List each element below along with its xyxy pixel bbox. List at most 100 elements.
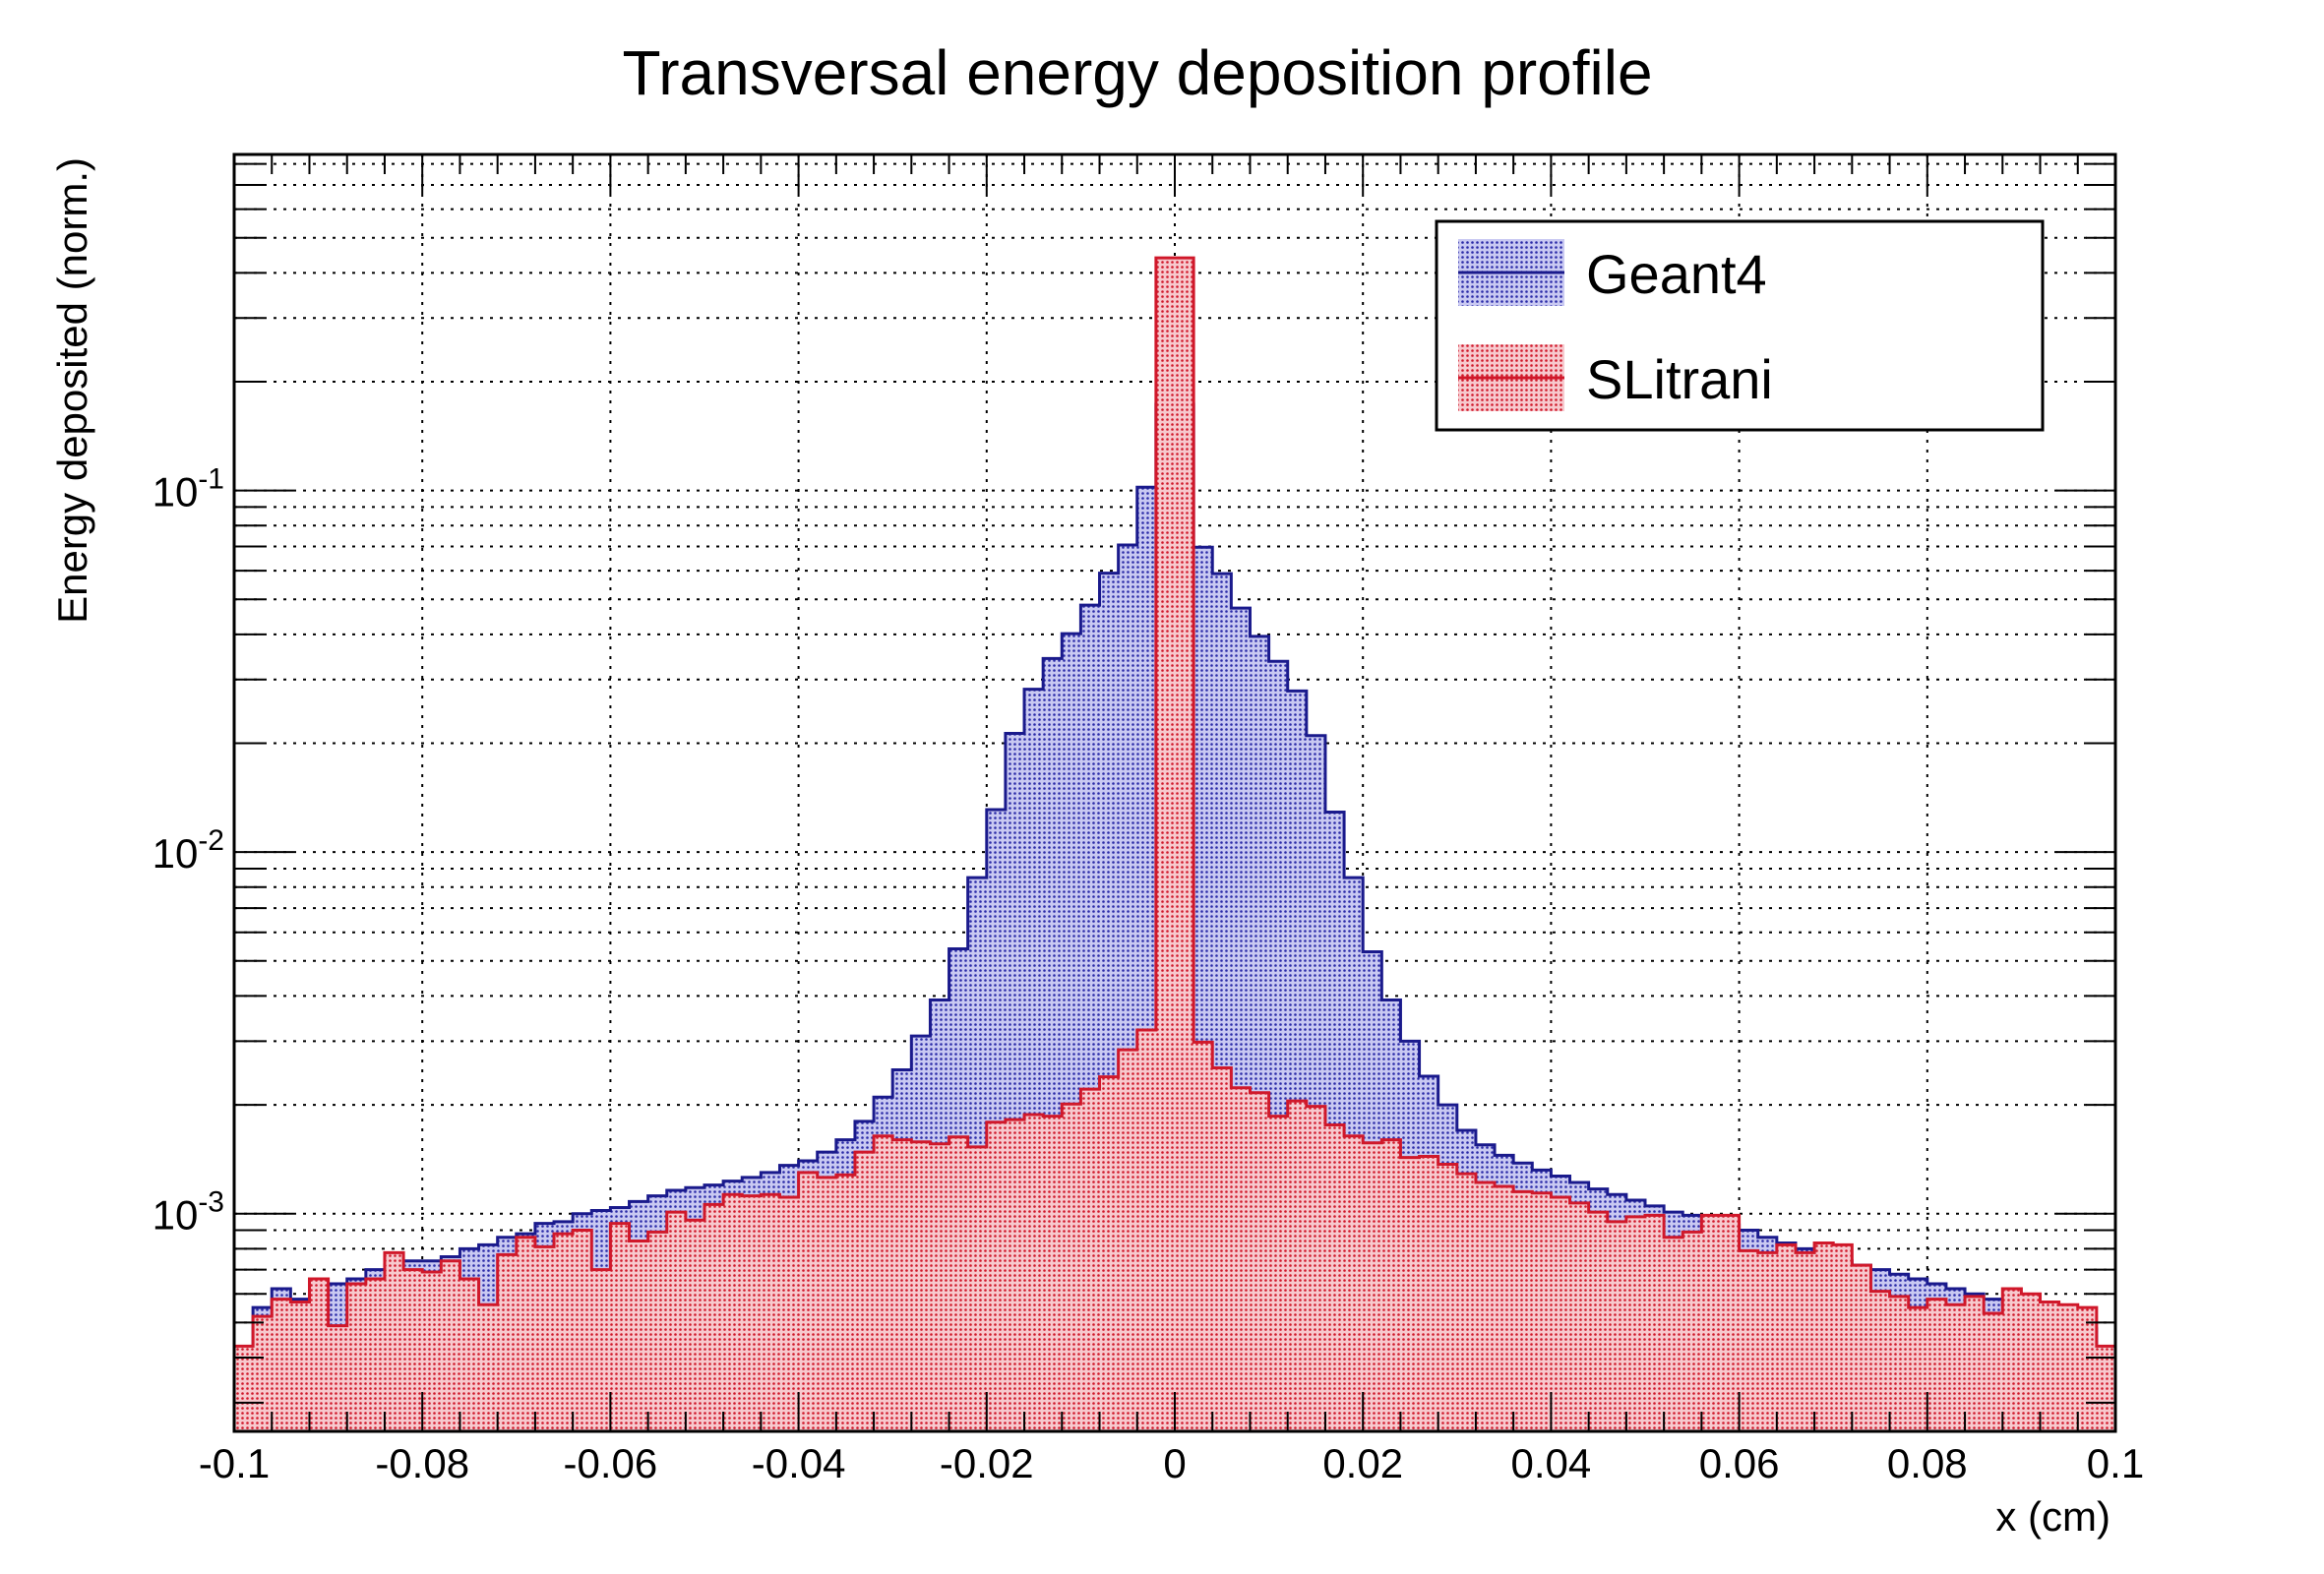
bar-slitrani <box>1739 1250 1759 1431</box>
bar-slitrani <box>1062 1104 1081 1431</box>
x-tick-label: 0.02 <box>1322 1440 1403 1486</box>
x-tick-label: -0.08 <box>375 1440 469 1486</box>
bar-slitrani <box>591 1269 611 1431</box>
bar-slitrani <box>1099 1076 1120 1431</box>
bar-slitrani <box>761 1194 780 1431</box>
bar-slitrani <box>1118 1050 1138 1431</box>
bar-slitrani <box>1513 1191 1533 1431</box>
bar-slitrani <box>290 1302 310 1431</box>
y-tick-exponent: -1 <box>198 463 224 496</box>
bar-slitrani <box>1965 1296 1985 1431</box>
bar-slitrani <box>854 1152 875 1431</box>
bar-slitrani <box>1945 1304 1966 1431</box>
bar-slitrani <box>967 1146 988 1431</box>
bar-slitrani <box>2058 1304 2079 1431</box>
bar-slitrani <box>309 1279 330 1431</box>
bar-slitrani <box>497 1254 518 1431</box>
outline-slitrani <box>234 256 2115 1348</box>
bar-slitrani <box>1175 258 1194 1431</box>
bar-slitrani <box>610 1223 631 1431</box>
bar-slitrani <box>1495 1185 1514 1431</box>
y-axis-label: Energy deposited (norm.) <box>49 157 95 624</box>
bar-slitrani <box>272 1299 291 1431</box>
bar-slitrani <box>723 1194 743 1431</box>
bar-slitrani <box>1005 1120 1025 1431</box>
bar-slitrani <box>346 1283 367 1431</box>
x-tick-label: -0.1 <box>199 1440 270 1486</box>
bar-slitrani <box>422 1271 442 1431</box>
bar-slitrani <box>892 1139 912 1431</box>
bar-slitrani <box>441 1260 460 1431</box>
bar-slitrani <box>253 1316 273 1431</box>
x-tick-label: -0.06 <box>564 1440 658 1486</box>
y-tick-label: 10-1 <box>153 463 224 515</box>
tick-marks <box>233 154 2116 1431</box>
bar-slitrani <box>1645 1215 1665 1431</box>
y-tick-labels: 10-110-210-3 <box>153 463 224 1239</box>
bar-slitrani <box>704 1204 724 1431</box>
bar-slitrani <box>986 1121 1007 1431</box>
bar-slitrani <box>1363 1142 1382 1431</box>
bar-slitrani <box>1250 1092 1270 1431</box>
bar-slitrani <box>1588 1212 1609 1431</box>
bar-slitrani <box>1400 1157 1421 1431</box>
bar-slitrani <box>2002 1289 2022 1431</box>
legend-label-slitrani: SLitrani <box>1586 348 1773 410</box>
bar-slitrani <box>2096 1346 2115 1431</box>
bar-slitrani <box>930 1143 950 1431</box>
bar-slitrani <box>1682 1232 1702 1431</box>
y-tick-base: 10 <box>153 469 199 515</box>
bar-slitrani <box>1324 1124 1345 1431</box>
y-tick-exponent: -3 <box>198 1186 224 1219</box>
bar-slitrani <box>1569 1202 1590 1431</box>
bar-slitrani <box>1833 1244 1853 1431</box>
legend-label-geant4: Geant4 <box>1586 243 1767 305</box>
x-tick-label: -0.04 <box>752 1440 846 1486</box>
bar-slitrani <box>365 1279 386 1431</box>
bar-slitrani <box>1532 1192 1552 1431</box>
bar-slitrani <box>534 1246 555 1431</box>
bar-slitrani <box>647 1232 668 1431</box>
bar-slitrani <box>384 1252 404 1431</box>
bar-slitrani <box>1419 1156 1439 1431</box>
bar-slitrani <box>554 1234 574 1431</box>
x-tick-label: 0 <box>1163 1440 1186 1486</box>
bar-slitrani <box>685 1220 705 1431</box>
x-tick-label: 0.08 <box>1887 1440 1968 1486</box>
bar-slitrani <box>234 1346 254 1431</box>
bar-slitrani <box>403 1269 423 1431</box>
bar-slitrani <box>1381 1139 1401 1431</box>
bar-slitrani <box>1720 1215 1741 1431</box>
y-tick-base: 10 <box>153 830 199 877</box>
bar-slitrani <box>1757 1252 1778 1431</box>
bar-slitrani <box>742 1195 762 1431</box>
bar-slitrani <box>1193 1042 1213 1431</box>
bar-slitrani <box>948 1136 969 1431</box>
bar-slitrani <box>459 1279 480 1431</box>
legend: Geant4 SLitrani <box>1435 219 2045 432</box>
bar-slitrani <box>1475 1181 1496 1431</box>
bar-slitrani <box>1212 1067 1232 1431</box>
bar-slitrani <box>516 1237 536 1431</box>
bar-slitrani <box>817 1177 837 1431</box>
chart-title: Transversal energy deposition profile <box>622 37 1652 108</box>
bar-slitrani <box>573 1230 592 1431</box>
bar-slitrani <box>1043 1116 1063 1431</box>
bar-slitrani <box>835 1175 856 1431</box>
legend-item-geant4: Geant4 <box>1458 239 1767 306</box>
bar-slitrani <box>1795 1252 1815 1431</box>
bar-slitrani <box>1024 1114 1044 1431</box>
histograms <box>234 256 2115 1431</box>
legend-item-slitrani: SLitrani <box>1458 344 1773 411</box>
bar-slitrani <box>1306 1106 1326 1431</box>
bar-slitrani <box>1231 1087 1251 1431</box>
bar-slitrani <box>1155 258 1176 1431</box>
y-tick-exponent: -2 <box>198 824 224 857</box>
bar-slitrani <box>1889 1296 1910 1431</box>
bar-slitrani <box>1268 1116 1289 1431</box>
bar-slitrani <box>1287 1101 1308 1431</box>
bar-slitrani <box>1814 1242 1834 1431</box>
bar-slitrani <box>1136 1030 1157 1431</box>
x-axis-label: x (cm) <box>1995 1493 2110 1540</box>
bar-slitrani <box>1456 1174 1477 1431</box>
